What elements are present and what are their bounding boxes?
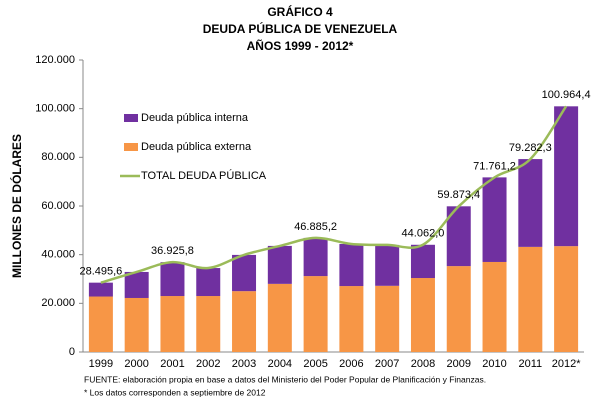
- chart-title: DEUDA PÚBLICA DE VENEZUELA: [203, 21, 398, 36]
- data-label: 100.964,4: [542, 89, 591, 101]
- data-label: 71.761,2: [473, 160, 516, 172]
- bar-segment: [267, 245, 292, 284]
- legend-label: TOTAL DEUDA PÚBLICA: [141, 169, 267, 182]
- data-label: 59.873,4: [437, 189, 480, 201]
- x-tick-label: 2000: [124, 358, 148, 370]
- bar-segment: [410, 278, 435, 352]
- bar-segment: [88, 282, 113, 297]
- y-tick-label: 120.000: [35, 54, 75, 66]
- bar-segment: [518, 159, 543, 247]
- legend-swatch: [124, 143, 138, 151]
- chart-title: GRÁFICO 4: [267, 4, 333, 19]
- x-tick-label: 2003: [232, 358, 256, 370]
- y-axis-label: MILLONES DE DÓLARES: [9, 134, 24, 278]
- data-label: 36.925,8: [151, 245, 194, 257]
- x-tick-label: 2005: [303, 358, 327, 370]
- data-label: 28.495,6: [79, 266, 122, 278]
- bar-segment: [339, 243, 364, 287]
- bar-segment: [232, 291, 257, 352]
- legend-label: Deuda pública interna: [141, 112, 249, 124]
- footnote: * Los datos corresponden a septiembre de…: [84, 387, 266, 397]
- data-label: 46.885,2: [294, 221, 337, 233]
- total-line: [100, 105, 568, 284]
- y-tick-label: 20.000: [41, 297, 75, 309]
- bar-segment: [196, 296, 221, 352]
- y-tick-label: 40.000: [41, 249, 75, 261]
- bar-segment: [375, 285, 400, 352]
- data-label: 79.282,3: [509, 142, 552, 154]
- x-tick-label: 2008: [411, 358, 435, 370]
- footnote: FUENTE: elaboración propia en base a dat…: [84, 374, 486, 384]
- chart-title: AÑOS 1999 - 2012*: [247, 38, 354, 53]
- bar-segment: [446, 266, 471, 352]
- bar-segment: [196, 268, 221, 297]
- bar-segment: [554, 106, 579, 247]
- bar-segment: [554, 246, 579, 352]
- bar-segment: [267, 283, 292, 352]
- bar-segment: [482, 261, 507, 352]
- x-tick-label: 1999: [89, 358, 113, 370]
- x-tick-label: 2007: [375, 358, 399, 370]
- bar-segment: [124, 271, 149, 298]
- x-tick-label: 2006: [339, 358, 363, 370]
- legend-label: Deuda pública externa: [141, 141, 252, 153]
- y-tick-label: 80.000: [41, 151, 75, 163]
- bar-segment: [160, 262, 185, 297]
- y-tick-label: 0: [69, 346, 75, 358]
- x-tick-label: 2010: [482, 358, 506, 370]
- x-tick-label: 2002: [196, 358, 220, 370]
- bar-segment: [303, 237, 328, 277]
- legend-swatch: [124, 114, 138, 122]
- bar-segment: [518, 246, 543, 352]
- x-tick-label: 2004: [268, 358, 292, 370]
- bar-segment: [124, 297, 149, 352]
- bar-segment: [339, 286, 364, 352]
- bar-segment: [303, 276, 328, 352]
- bar-segment: [410, 244, 435, 279]
- x-tick-label: 2012*: [552, 358, 581, 370]
- x-tick-label: 2011: [518, 358, 542, 370]
- data-label: 44.062,0: [402, 228, 445, 240]
- y-tick-label: 60.000: [41, 200, 75, 212]
- y-tick-label: 100.000: [35, 103, 75, 115]
- x-tick-label: 2001: [160, 358, 184, 370]
- bar-segment: [88, 296, 113, 352]
- bar-segment: [160, 296, 185, 352]
- x-tick-label: 2009: [447, 358, 471, 370]
- bar-segment: [232, 254, 257, 292]
- bar-segment: [482, 177, 507, 262]
- bar-segment: [375, 244, 400, 286]
